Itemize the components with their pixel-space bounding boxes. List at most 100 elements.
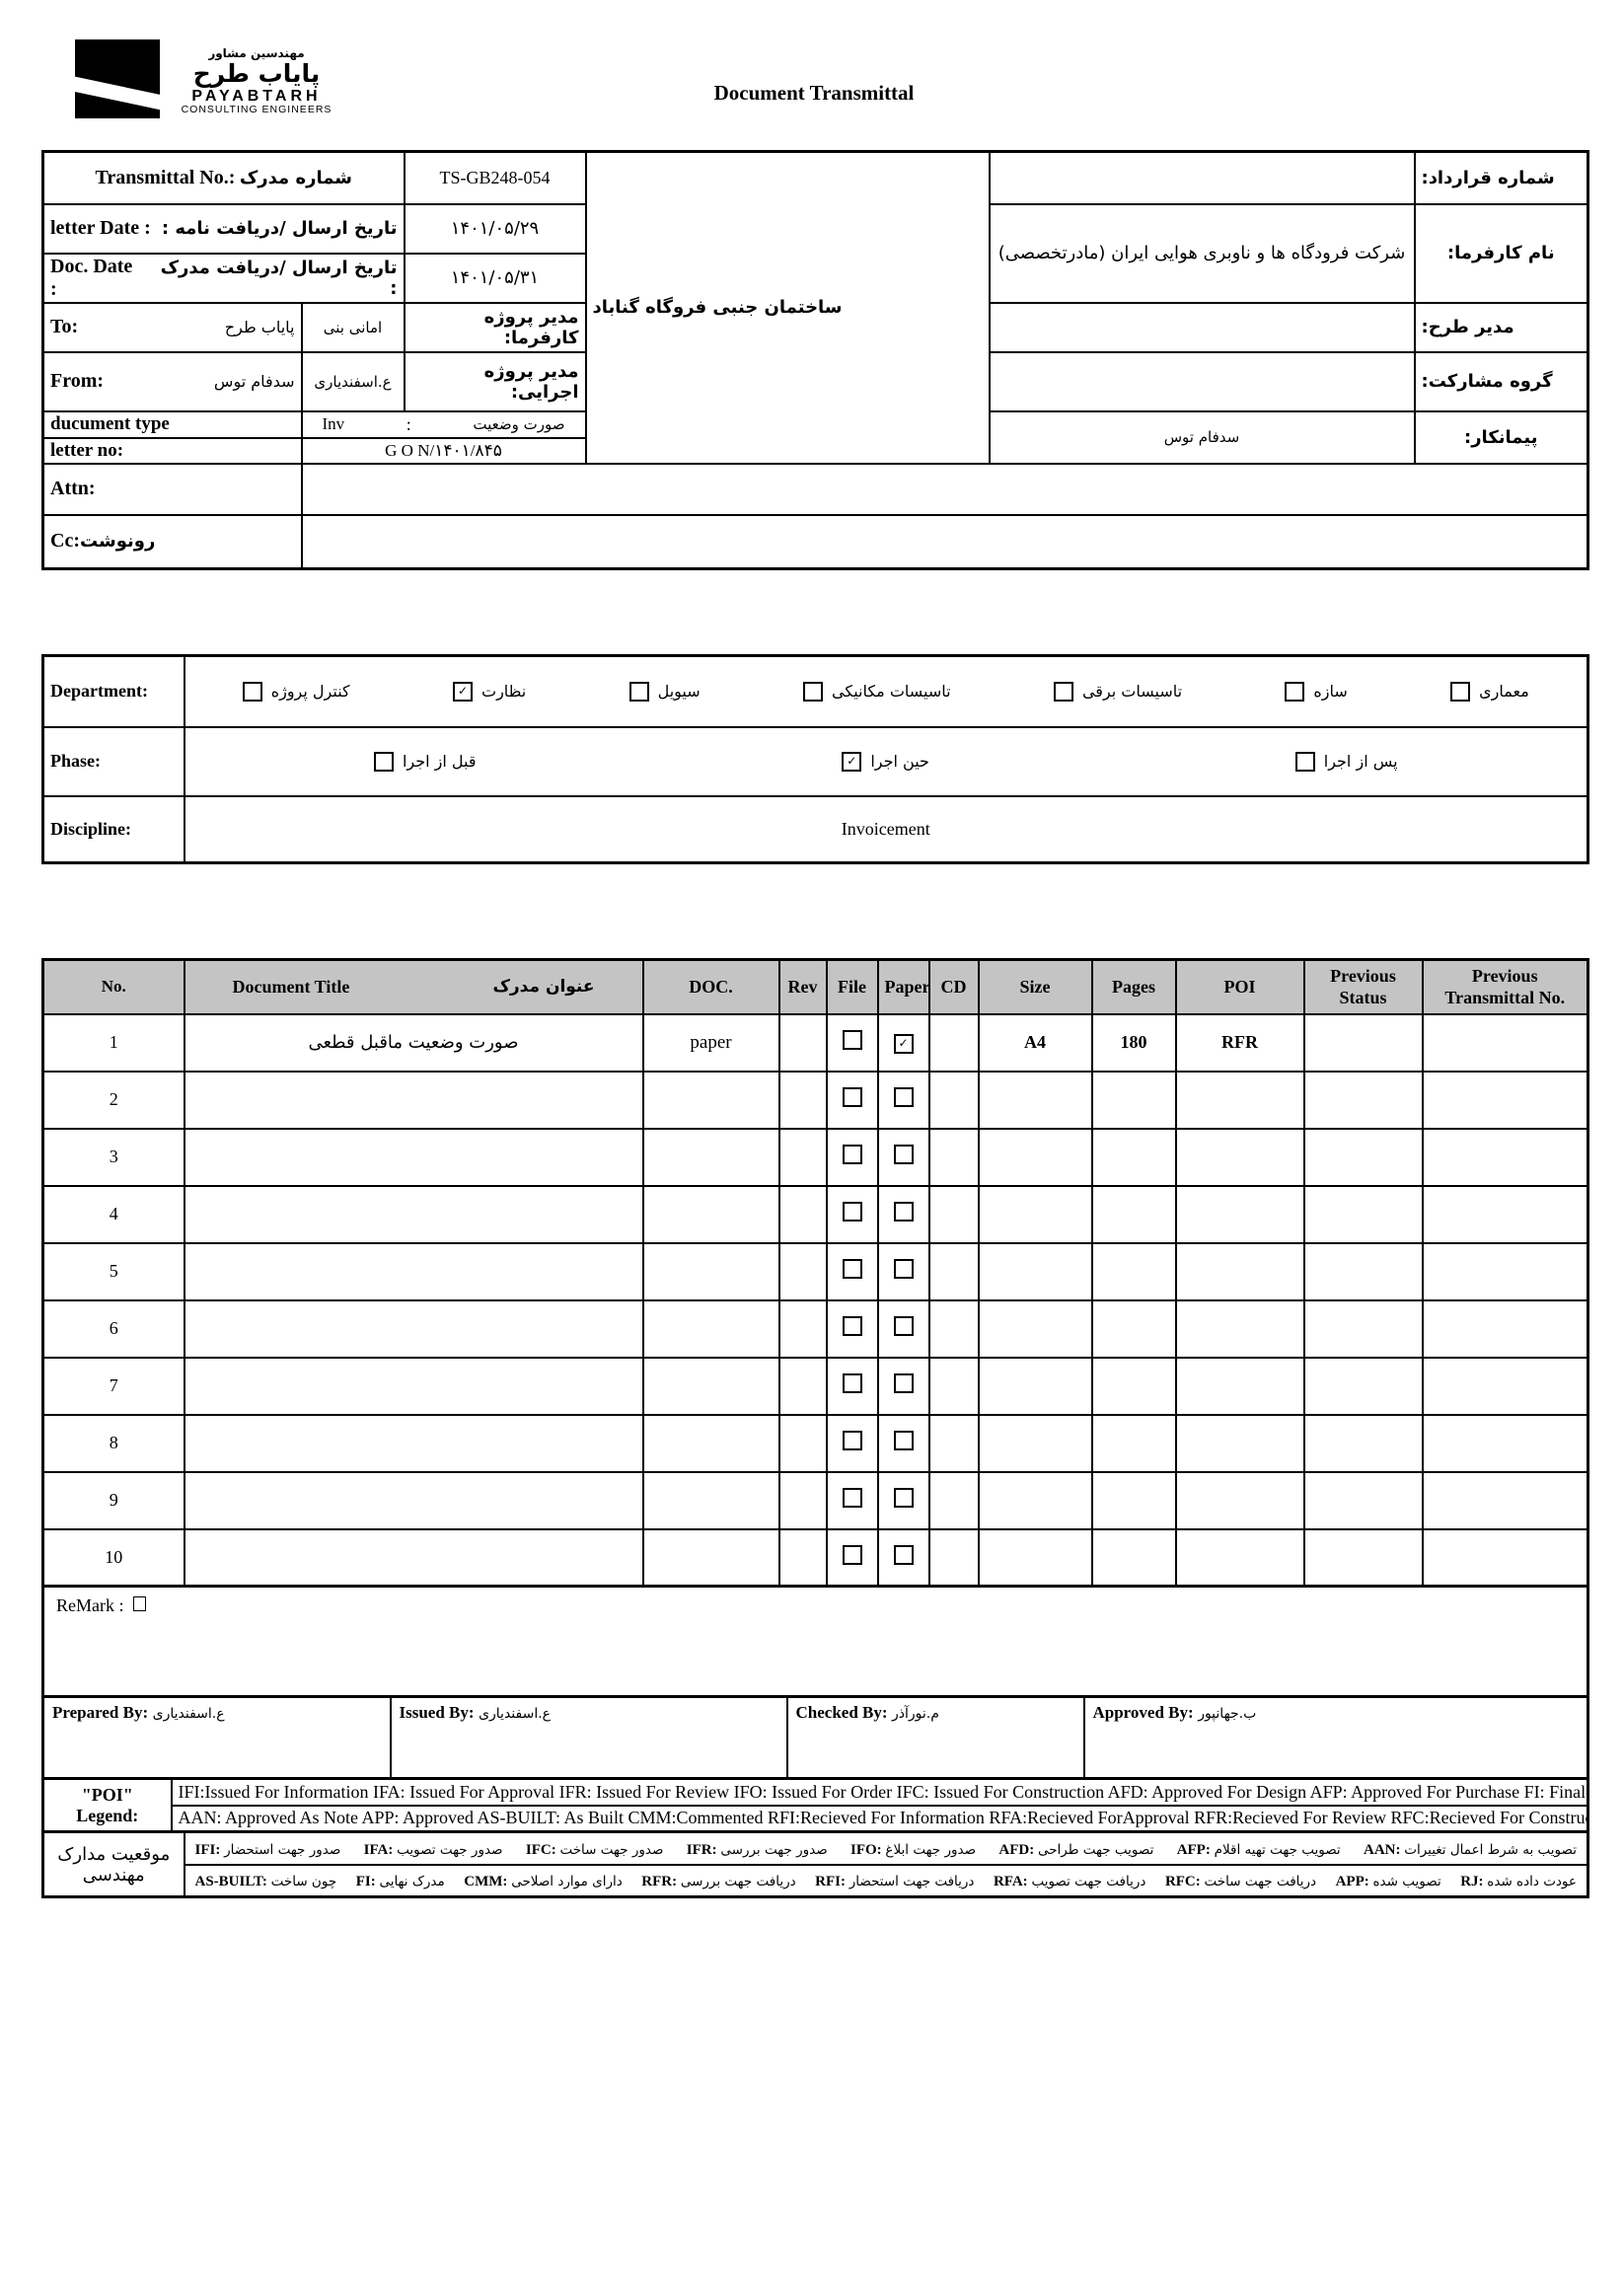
doc-row-file-checkbox-unchecked[interactable]	[842, 1259, 862, 1279]
checked-by-value: م.نورآذر	[892, 1706, 939, 1722]
doc-row-size	[977, 1470, 1093, 1530]
doc-row-previous-status	[1302, 1527, 1424, 1588]
doc-date-value: ۱۴۰۱/۰۵/۳۱	[403, 252, 587, 304]
checkbox-unchecked[interactable]	[1450, 681, 1471, 702]
legend-entry-code: AS-BUILT:	[194, 1874, 271, 1890]
doc-row-file-checkbox-unchecked[interactable]	[842, 1431, 862, 1450]
checkbox-unchecked[interactable]	[803, 681, 824, 702]
doc-row-previous-status	[1302, 1298, 1424, 1359]
legend-entry-code: APP:	[1335, 1874, 1373, 1890]
attn-value	[300, 462, 1589, 516]
design-manager-value	[988, 301, 1416, 353]
doc-row-previous-status	[1302, 1241, 1424, 1301]
col-poi: POI	[1174, 958, 1305, 1015]
prepared-by-cell: Prepared By: ع.اسفندیاری	[41, 1695, 392, 1780]
from-cell: From: سدفام توس	[41, 350, 303, 412]
fa-legend-table: موقعیت مدارک مهندسی IFI: صدور جهت استحضا…	[41, 1830, 1589, 1898]
doc-row-paper-checkbox-unchecked[interactable]	[893, 1145, 914, 1164]
doc-row-previous-status	[1302, 1070, 1424, 1130]
checkbox-checked[interactable]: ✓	[842, 751, 862, 772]
fa-legend-label: موقعیت مدارک مهندسی	[41, 1830, 185, 1898]
doc-row-doc	[641, 1298, 780, 1359]
checkbox-label: حین اجرا	[870, 752, 929, 771]
classification-table: Department: معماری سازه تاسیسات برقی تاسیسا…	[41, 654, 1589, 864]
legend-entry: RFA: دریافت جهت تصویب	[994, 1870, 1145, 1890]
letter-date-label-en: letter Date :	[50, 217, 151, 239]
doc-row-doc	[641, 1241, 780, 1301]
doc-row-paper-checkbox-checked[interactable]: ✓	[893, 1034, 914, 1054]
legend-entry-code: RJ:	[1460, 1874, 1488, 1890]
legend-entry-text: صدور جهت ابلاغ	[885, 1841, 977, 1858]
doc-row-paper-checkbox-unchecked[interactable]	[893, 1202, 914, 1222]
poi-legend-label: "POI" Legend:	[41, 1777, 173, 1833]
checkbox-unchecked[interactable]	[373, 751, 394, 772]
doc-row-file-cell	[825, 1413, 879, 1473]
doc-row-no: 4	[41, 1184, 185, 1244]
doc-row-previous-status	[1302, 1413, 1424, 1473]
doc-row-file-cell	[825, 1012, 879, 1073]
doc-row-file-checkbox-unchecked[interactable]	[842, 1316, 862, 1336]
doc-row-title	[183, 1070, 644, 1130]
checkbox-checked[interactable]: ✓	[453, 681, 473, 702]
checkbox-unchecked[interactable]	[242, 681, 262, 702]
fa-legend-row2-cell: AS-BUILT: چون ساخت FI: مدرک نهایی CMM: دار…	[183, 1863, 1589, 1898]
checkbox-unchecked[interactable]	[1294, 751, 1315, 772]
transmittal-no-value: TS-GB248-054	[403, 150, 587, 205]
remark-checkbox[interactable]	[133, 1596, 147, 1611]
doc-row-paper-checkbox-unchecked[interactable]	[893, 1259, 914, 1279]
to-role-label: مدیر پروژه کارفرما:	[403, 301, 587, 353]
company-fa-tagline: مهندسین مشاور	[208, 46, 305, 60]
checkbox-label: کنترل پروژه	[270, 682, 350, 702]
fa-legend-row2: AS-BUILT: چون ساخت FI: مدرک نهایی CMM: دار…	[191, 1870, 1582, 1890]
doc-row-paper-checkbox-unchecked[interactable]	[893, 1087, 914, 1107]
doc-row-file-checkbox-unchecked[interactable]	[842, 1202, 862, 1222]
doc-row-size	[977, 1527, 1093, 1588]
legend-entry-code: FI:	[355, 1874, 380, 1890]
legend-entry-code: RFC:	[1164, 1874, 1205, 1890]
prepared-by-value: ع.اسفندیاری	[152, 1706, 225, 1722]
doc-row-poi	[1174, 1527, 1305, 1588]
doc-row-file-cell	[825, 1527, 879, 1588]
department-option: کنترل پروژه	[242, 681, 350, 702]
doc-row-file-checkbox-unchecked[interactable]	[842, 1488, 862, 1508]
doc-row-poi	[1174, 1470, 1305, 1530]
legend-entry-text: دریافت جهت تصویب	[1031, 1874, 1146, 1890]
legend-entry-text: مدرک نهایی	[379, 1874, 445, 1890]
legend-entry: AFD: تصویب جهت طراحی	[998, 1838, 1153, 1859]
doc-row-file-checkbox-unchecked[interactable]	[842, 1030, 862, 1050]
doc-row-no: 5	[41, 1241, 185, 1301]
checkbox-label: پس از اجرا	[1323, 752, 1398, 771]
doc-row-file-cell	[825, 1127, 879, 1187]
contractor-value: سدفام توس	[988, 409, 1416, 465]
col-previous-transmittal: Previous Transmittal No.	[1421, 958, 1589, 1015]
remark-table: ReMark :	[41, 1585, 1589, 1698]
legend-entry: IFI: صدور جهت استحضار	[195, 1838, 341, 1859]
partnership-group-value	[988, 350, 1416, 412]
legend-entry-code: AFD:	[998, 1841, 1038, 1858]
checked-by-cell: Checked By: م.نورآذر	[785, 1695, 1085, 1780]
checkbox-unchecked[interactable]	[628, 681, 649, 702]
department-options: معماری سازه تاسیسات برقی تاسیسات مکانیکی سیو…	[191, 681, 1582, 702]
legend-entry-text: دریافت جهت بررسی	[680, 1874, 796, 1890]
doc-row-paper-cell	[876, 1241, 930, 1301]
doc-row-file-checkbox-unchecked[interactable]	[842, 1087, 862, 1107]
department-option: معماری	[1450, 681, 1529, 702]
phase-option: قبل از اجرا	[373, 751, 476, 772]
checkbox-unchecked[interactable]	[1053, 681, 1073, 702]
doc-row-paper-checkbox-unchecked[interactable]	[893, 1488, 914, 1508]
department-option: تاسیسات برقی	[1053, 681, 1182, 702]
poi-legend-line2: AAN: Approved As Note APP: Approved AS-B…	[170, 1804, 1589, 1833]
doc-row-file-checkbox-unchecked[interactable]	[842, 1145, 862, 1164]
cc-label-fa: رونوشت	[79, 531, 156, 553]
client-name-label: نام کارفرما:	[1413, 202, 1589, 304]
doc-row-rev	[777, 1241, 828, 1301]
transmittal-no-label: Transmittal No.: شماره مدرک	[41, 150, 406, 205]
doc-row-file-checkbox-unchecked[interactable]	[842, 1373, 862, 1393]
doc-row-doc	[641, 1413, 780, 1473]
doc-row-file-checkbox-unchecked[interactable]	[842, 1544, 862, 1565]
doc-row-paper-checkbox-unchecked[interactable]	[893, 1373, 914, 1393]
checkbox-unchecked[interactable]	[1285, 681, 1305, 702]
doc-row-paper-checkbox-unchecked[interactable]	[893, 1316, 914, 1336]
doc-row-paper-checkbox-unchecked[interactable]	[893, 1431, 914, 1450]
doc-row-paper-checkbox-unchecked[interactable]	[893, 1544, 914, 1565]
